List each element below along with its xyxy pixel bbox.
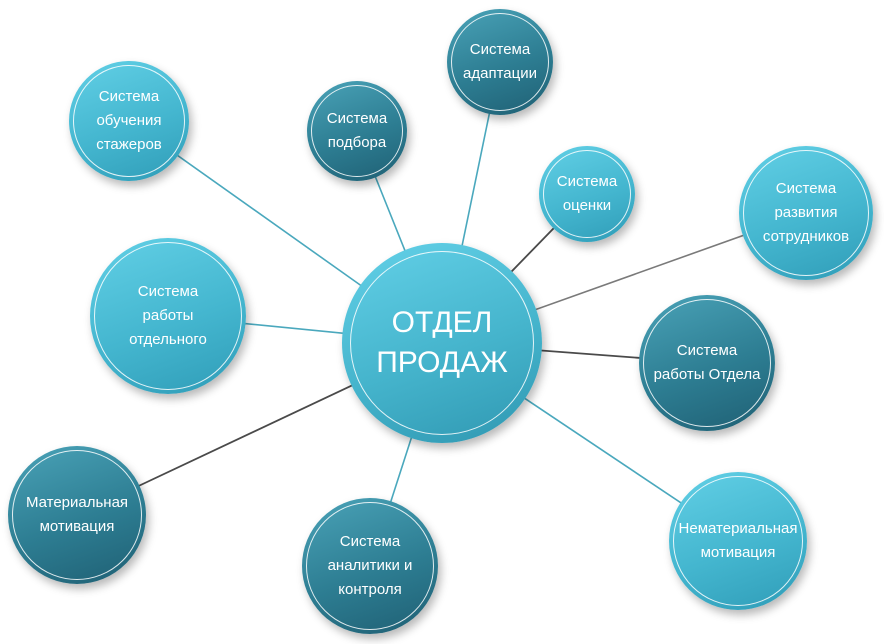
- node-non-material-motivation: Нематериальная мотивация: [669, 472, 807, 610]
- node-adaptation: Система адаптации: [447, 9, 553, 115]
- node-employee-development-label: Система развития сотрудников: [762, 180, 850, 245]
- node-evaluation: Система оценки: [539, 146, 635, 242]
- node-material-motivation: Материальная мотивация: [8, 446, 146, 584]
- node-analytics-control: Система аналитики и контроля: [302, 498, 438, 634]
- node-adaptation-label: Система адаптации: [463, 41, 537, 82]
- node-non-material-motivation-label: Нематериальная мотивация: [678, 520, 798, 561]
- node-training-interns-label: Система обучения стажеров: [96, 88, 162, 153]
- node-individual-work: Система работы отдельного: [90, 238, 246, 394]
- node-analytics-control-label: Система аналитики и контроля: [327, 533, 413, 598]
- node-recruitment-label: Система подбора: [326, 110, 388, 151]
- node-employee-development: Система развития сотрудников: [739, 146, 873, 280]
- node-evaluation-label: Система оценки: [556, 173, 618, 214]
- center-node-label: ОТДЕЛ ПРОДАЖ: [376, 306, 508, 379]
- node-recruitment: Система подбора: [307, 81, 407, 181]
- node-material-motivation-label: Материальная мотивация: [25, 494, 129, 535]
- node-department-work: Система работы Отдела: [639, 295, 775, 431]
- node-training-interns: Система обучения стажеров: [69, 61, 189, 181]
- node-department-work-label: Система работы Отдела: [653, 342, 761, 383]
- node-individual-work-label: Система работы отдельного: [129, 283, 207, 348]
- center-node-sales-department: ОТДЕЛ ПРОДАЖ: [342, 243, 542, 443]
